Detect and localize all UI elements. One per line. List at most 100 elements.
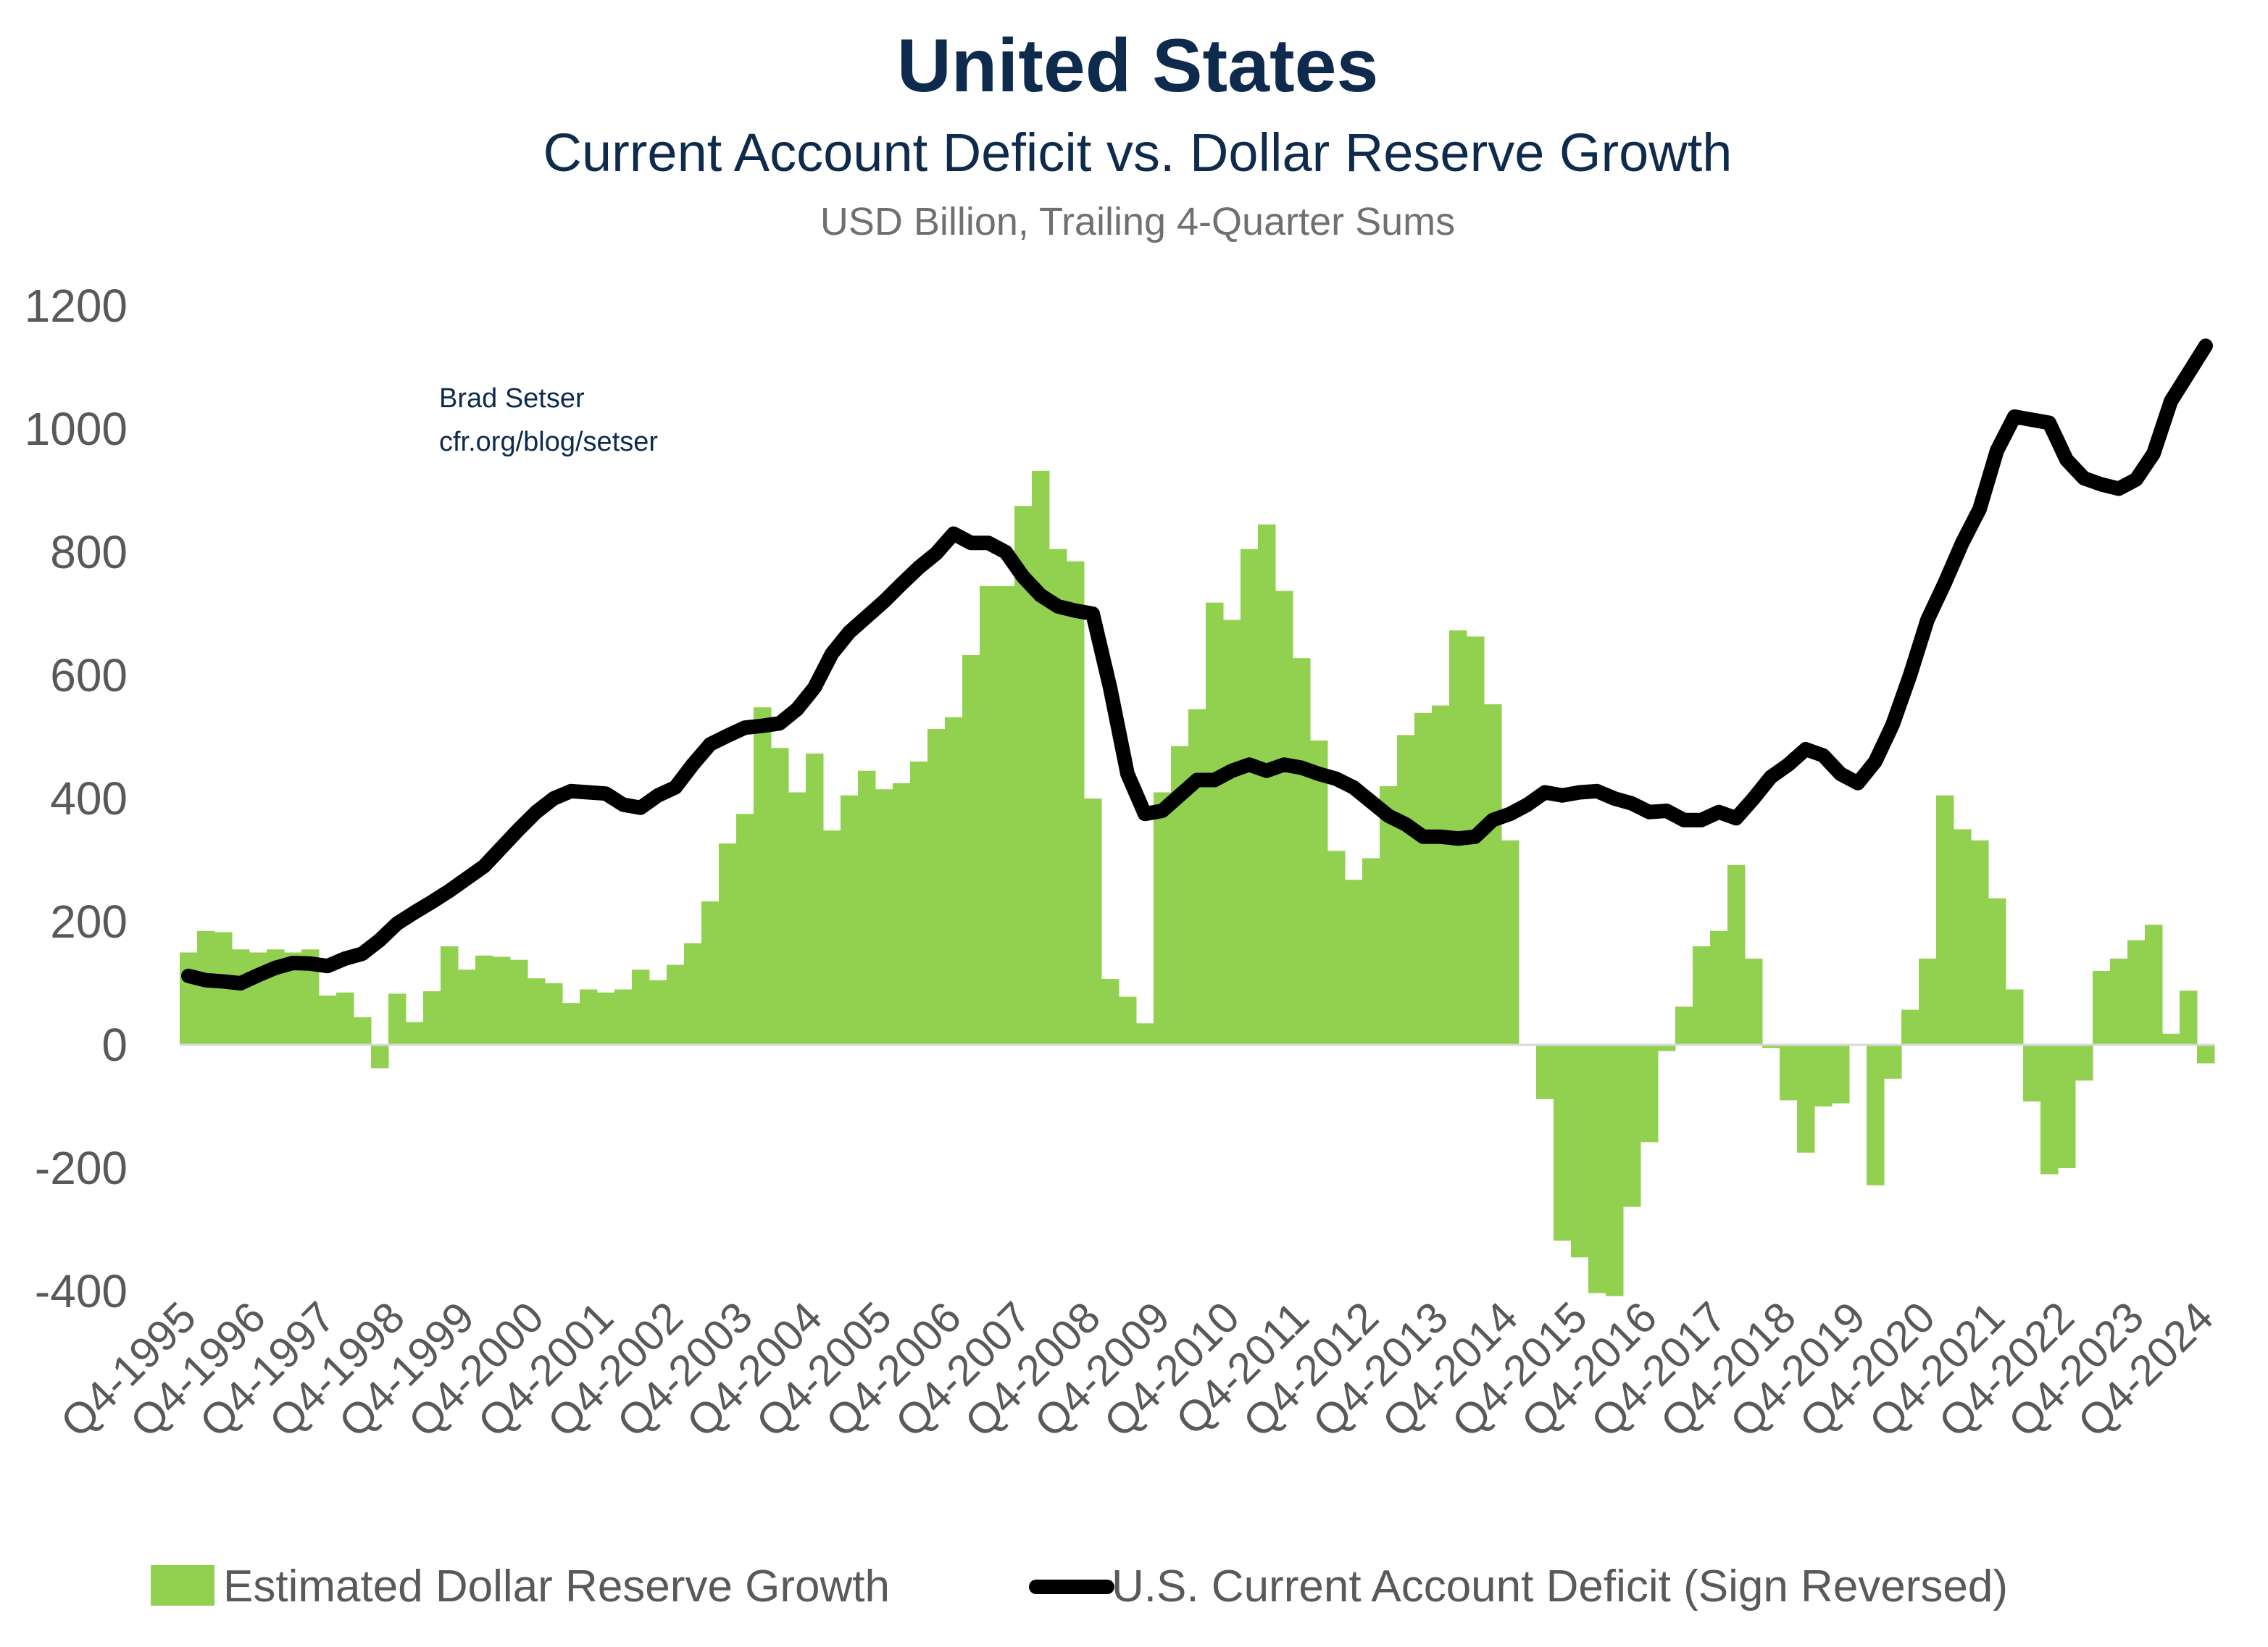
- units-note: USD Billion, Trailing 4-Quarter Sums: [820, 200, 1455, 243]
- series-line-current-account-deficit: [181, 338, 2213, 991]
- bar-reserve-growth: [1049, 549, 1067, 1045]
- y-tick-label: 800: [50, 526, 128, 578]
- y-tick-label: 1000: [25, 403, 128, 455]
- bar-reserve-growth: [997, 585, 1015, 1045]
- y-tick-label: 600: [50, 649, 128, 701]
- bar-reserve-growth: [719, 843, 737, 1045]
- bar-reserve-growth: [1884, 1045, 1902, 1079]
- bar-reserve-growth: [528, 978, 546, 1045]
- legend: Estimated Dollar Reserve Growth U.S. Cur…: [151, 1561, 2008, 1611]
- bar-reserve-growth: [1623, 1045, 1641, 1207]
- legend-swatch-reserve-growth: [151, 1565, 214, 1606]
- bar-reserve-growth: [2040, 1045, 2059, 1175]
- bar-reserve-growth: [2180, 991, 2198, 1045]
- bar-reserve-growth: [1119, 996, 1137, 1045]
- chart-subtitle: Current Account Deficit vs. Dollar Reser…: [543, 122, 1733, 183]
- annotation-url: cfr.org/blog/setser: [439, 427, 658, 457]
- legend-label-current-account: U.S. Current Account Deficit (Sign Rever…: [1112, 1561, 2008, 1611]
- bar-reserve-growth: [1293, 658, 1311, 1045]
- bar-reserve-growth: [1275, 591, 1293, 1045]
- bar-reserve-growth: [2006, 989, 2024, 1045]
- bar-reserve-growth: [771, 748, 789, 1045]
- bar-reserve-growth: [423, 991, 441, 1045]
- bar-reserve-growth: [806, 753, 824, 1045]
- bar-reserve-growth: [1014, 506, 1033, 1045]
- bar-reserve-growth: [1432, 705, 1450, 1045]
- bar-reserve-growth: [1588, 1045, 1606, 1293]
- bar-reserve-growth: [858, 770, 876, 1045]
- bar-reserve-growth: [1797, 1045, 1815, 1153]
- bar-reserve-growth: [1606, 1045, 1624, 1296]
- bar-reserve-growth: [1310, 741, 1328, 1045]
- bar-reserve-growth: [2162, 1033, 2180, 1045]
- y-tick-label: 1200: [25, 280, 128, 332]
- bar-reserve-growth: [388, 993, 407, 1045]
- bar-reserve-growth: [632, 970, 650, 1045]
- bar-reserve-growth: [1762, 1045, 1780, 1048]
- bar-reserve-growth: [754, 707, 772, 1045]
- bar-reserve-growth: [441, 946, 459, 1045]
- bar-reserve-growth: [1867, 1045, 1885, 1185]
- bar-reserve-growth: [1154, 792, 1172, 1045]
- bar-reserve-growth: [1397, 735, 1415, 1045]
- bar-reserve-growth: [458, 970, 476, 1045]
- bar-reserve-growth: [962, 654, 980, 1045]
- bar-reserve-growth: [371, 1045, 389, 1069]
- bar-reserve-growth: [1536, 1045, 1554, 1099]
- y-tick-label: 200: [50, 896, 128, 948]
- bar-reserve-growth: [1206, 602, 1224, 1045]
- bar-reserve-growth: [475, 955, 493, 1045]
- bar-reserve-growth: [406, 1022, 424, 1045]
- bar-reserve-growth: [875, 789, 893, 1045]
- bar-reserve-growth: [319, 996, 337, 1045]
- bar-reserve-growth: [701, 901, 720, 1045]
- bar-reserve-growth: [1327, 851, 1346, 1045]
- bar-reserve-growth: [2023, 1045, 2041, 1102]
- bar-reserve-growth: [736, 814, 754, 1045]
- bar-reserve-growth: [1814, 1045, 1833, 1106]
- bar-reserve-growth: [2110, 959, 2128, 1045]
- bar-reserve-growth: [2197, 1045, 2215, 1064]
- bar-reserve-growth: [1554, 1045, 1572, 1241]
- y-tick-label: 0: [101, 1019, 128, 1071]
- bar-reserve-growth: [1345, 880, 1363, 1045]
- bar-reserve-growth: [2058, 1045, 2076, 1168]
- bar-reserve-growth: [1693, 946, 1711, 1045]
- bar-reserve-growth: [1414, 712, 1433, 1045]
- bar-reserve-growth: [545, 983, 563, 1045]
- y-tick-label: 400: [50, 772, 128, 825]
- bar-reserve-growth: [180, 952, 198, 1045]
- bar-reserve-growth: [614, 989, 633, 1045]
- bar-reserve-growth: [649, 980, 667, 1045]
- y-tick-label: -400: [35, 1265, 128, 1317]
- bar-reserve-growth: [788, 792, 806, 1045]
- bar-reserve-growth: [1032, 470, 1050, 1045]
- bar-reserve-growth: [1101, 979, 1120, 1045]
- bar-reserve-growth: [580, 989, 598, 1045]
- bar-reserve-growth: [1901, 1009, 1919, 1045]
- bar-reserve-growth: [1988, 898, 2006, 1045]
- bar-reserve-growth: [684, 943, 702, 1045]
- chart-title: United States: [897, 24, 1379, 108]
- bar-reserve-growth: [1640, 1045, 1659, 1143]
- bar-reserve-growth: [2075, 1045, 2093, 1081]
- bar-reserve-growth: [1675, 1006, 1693, 1045]
- bar-reserve-growth: [980, 585, 998, 1045]
- bar-reserve-growth: [927, 728, 946, 1045]
- bar-reserve-growth: [1780, 1045, 1798, 1101]
- bar-reserve-growth: [1710, 930, 1728, 1045]
- bar-reserve-growth: [354, 1017, 372, 1045]
- bar-reserve-growth: [1380, 786, 1398, 1045]
- bar-reserve-growth: [493, 956, 511, 1045]
- bar-reserve-growth: [1832, 1045, 1850, 1104]
- bar-reserve-growth: [1188, 709, 1206, 1045]
- bar-reserve-growth: [1067, 561, 1085, 1045]
- bar-reserve-growth: [910, 762, 928, 1045]
- bar-reserve-growth: [667, 964, 685, 1045]
- bar-reserve-growth: [2127, 940, 2146, 1045]
- bar-reserve-growth: [2145, 925, 2163, 1045]
- bar-reserve-growth: [1971, 840, 1989, 1045]
- bar-reserve-growth: [1084, 799, 1102, 1045]
- bar-reserve-growth: [232, 949, 250, 1045]
- bar-reserve-growth: [1919, 959, 1937, 1045]
